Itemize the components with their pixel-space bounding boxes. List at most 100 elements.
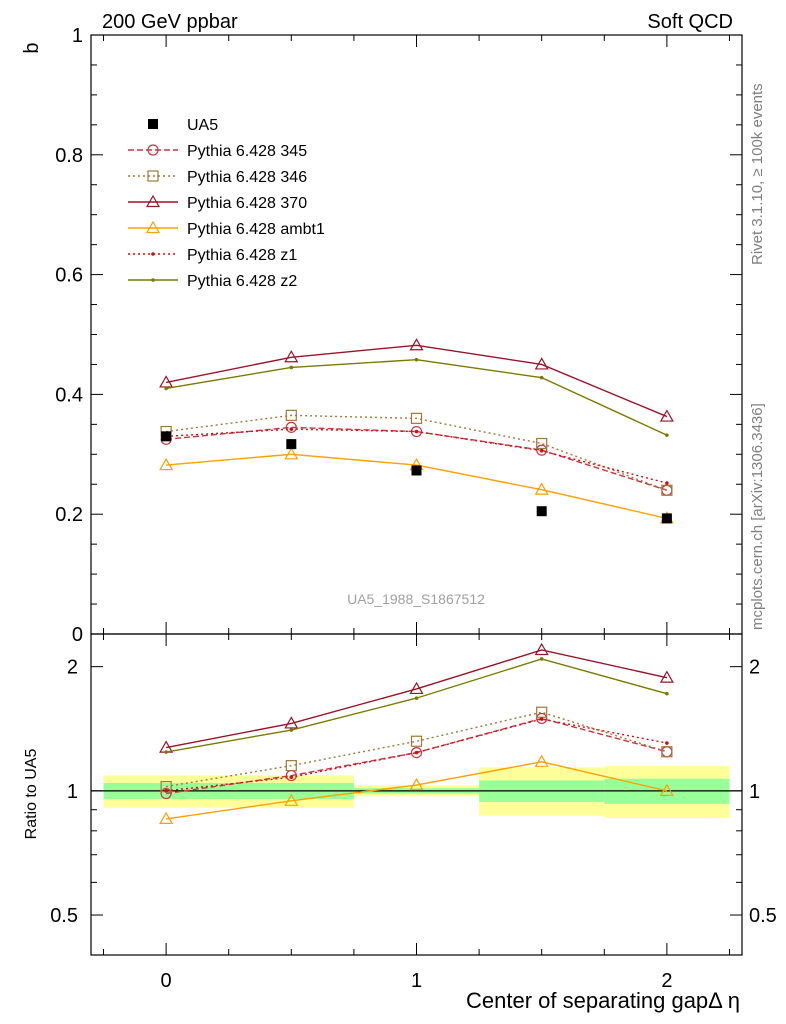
data-point bbox=[659, 409, 674, 422]
y-tick-label: 1 bbox=[72, 25, 83, 47]
data-point bbox=[289, 728, 294, 732]
y-tick-label: 0.8 bbox=[55, 145, 83, 167]
data-point bbox=[665, 741, 669, 745]
ratio-series-line bbox=[165, 649, 668, 749]
y-tick-label: 2 bbox=[67, 657, 78, 679]
data-point bbox=[539, 448, 544, 453]
series-line bbox=[165, 344, 668, 418]
data-point bbox=[539, 657, 544, 661]
main-series-group bbox=[159, 338, 674, 524]
data-point bbox=[661, 484, 673, 496]
series-line bbox=[166, 414, 668, 491]
ratio-frame bbox=[90, 633, 743, 956]
data-point bbox=[534, 754, 549, 767]
legend-label: Pythia 6.428 346 bbox=[187, 169, 307, 186]
data-point bbox=[286, 439, 297, 450]
series-line bbox=[166, 426, 668, 491]
data-point bbox=[539, 717, 544, 721]
data-point bbox=[285, 409, 297, 421]
legend: UA5 Pythia 6.428 345 Pythia 6.428 346 Pythi… bbox=[128, 117, 325, 290]
data-point bbox=[659, 670, 674, 683]
data-point bbox=[289, 775, 294, 780]
ratio-series-line bbox=[166, 718, 668, 792]
header-left: 200 GeV ppbar bbox=[102, 11, 238, 33]
data-point bbox=[410, 746, 423, 759]
ratio-series-line bbox=[166, 761, 668, 820]
legend-marker bbox=[148, 119, 158, 129]
ratio-series-group bbox=[159, 642, 674, 825]
data-point bbox=[409, 777, 424, 791]
data-point bbox=[289, 427, 294, 431]
header-right: Soft QCD bbox=[647, 11, 733, 33]
data-point bbox=[147, 170, 159, 182]
x-axis-label: Center of separating gapΔ η bbox=[466, 988, 740, 1013]
ratio-uncertainty-bands bbox=[91, 765, 742, 818]
data-point bbox=[147, 144, 159, 156]
data-point bbox=[410, 412, 423, 424]
data-point bbox=[159, 457, 174, 471]
data-point bbox=[159, 811, 174, 825]
data-point bbox=[665, 481, 669, 485]
data-point bbox=[285, 760, 297, 772]
data-point bbox=[410, 735, 423, 747]
data-point bbox=[409, 338, 424, 351]
data-point bbox=[539, 375, 544, 380]
y-tick-label: 0.6 bbox=[55, 265, 83, 287]
data-point bbox=[160, 787, 172, 800]
data-point bbox=[536, 506, 547, 517]
data-point bbox=[536, 444, 548, 456]
main-ticks: 0 0.2 0.4 0.6 0.8 1 bbox=[55, 25, 742, 646]
y-tick-label: 0.2 bbox=[55, 504, 83, 526]
legend-label: Pythia 6.428 ambt1 bbox=[187, 221, 325, 238]
legend-label: UA5 bbox=[187, 117, 218, 134]
legend-label: Pythia 6.428 z2 bbox=[187, 273, 297, 290]
data-point bbox=[164, 789, 168, 793]
y-tick-label: 0.5 bbox=[50, 905, 78, 927]
legend-label: Pythia 6.428 370 bbox=[187, 195, 307, 212]
ratio-series-line bbox=[165, 711, 668, 788]
data-point bbox=[284, 716, 299, 729]
watermark-label: UA5_1988_S1867512 bbox=[347, 591, 485, 607]
y-tick-label-right: 2 bbox=[749, 657, 760, 679]
main-y-axis-label: b bbox=[21, 42, 43, 53]
x-tick-label: 2 bbox=[661, 970, 672, 992]
data-point bbox=[161, 431, 172, 442]
rivet-version-label: Rivet 3.1.10, ≥ 100k events bbox=[749, 83, 766, 265]
data-point bbox=[414, 750, 419, 755]
x-tick-label: 1 bbox=[411, 970, 422, 992]
ratio-series-line bbox=[165, 658, 668, 753]
data-point bbox=[284, 793, 299, 806]
data-point bbox=[661, 513, 672, 524]
data-point bbox=[151, 252, 155, 256]
data-point bbox=[284, 447, 299, 460]
y-tick-label-right: 1 bbox=[749, 781, 760, 803]
mcplots-label: mcplots.cern.ch [arXiv:1306.3436] bbox=[749, 403, 766, 630]
y-tick-label: 0 bbox=[72, 624, 83, 646]
y-tick-label: 0.4 bbox=[55, 384, 83, 406]
main-panel: UA5_1988_S1867512 0 0.2 0.4 0.6 0.8 1 b UA5 Py… bbox=[21, 25, 743, 646]
data-point bbox=[285, 421, 297, 433]
data-point bbox=[284, 350, 299, 363]
data-point bbox=[534, 357, 549, 370]
ratio-y-axis-label: Ratio to UA5 bbox=[23, 749, 40, 840]
legend-label: Pythia 6.428 345 bbox=[187, 143, 307, 160]
data-point bbox=[534, 642, 549, 656]
data-point bbox=[534, 482, 549, 495]
data-point bbox=[659, 783, 674, 796]
data-point bbox=[665, 433, 669, 437]
y-tick-label: 1 bbox=[67, 781, 78, 803]
x-tick-label: 0 bbox=[161, 970, 172, 992]
ua5-data-group bbox=[161, 431, 672, 524]
data-point bbox=[409, 681, 424, 695]
data-point bbox=[536, 706, 548, 718]
data-point bbox=[151, 278, 155, 282]
data-point bbox=[289, 365, 294, 370]
data-point bbox=[164, 386, 168, 391]
data-point bbox=[536, 712, 548, 725]
legend-label: Pythia 6.428 z1 bbox=[187, 247, 297, 264]
data-point bbox=[414, 357, 419, 362]
data-point bbox=[411, 465, 422, 476]
data-point bbox=[145, 194, 161, 208]
ratio-ticks: 0.5 0.5 1 1 2 2 0 1 2 bbox=[50, 634, 777, 992]
